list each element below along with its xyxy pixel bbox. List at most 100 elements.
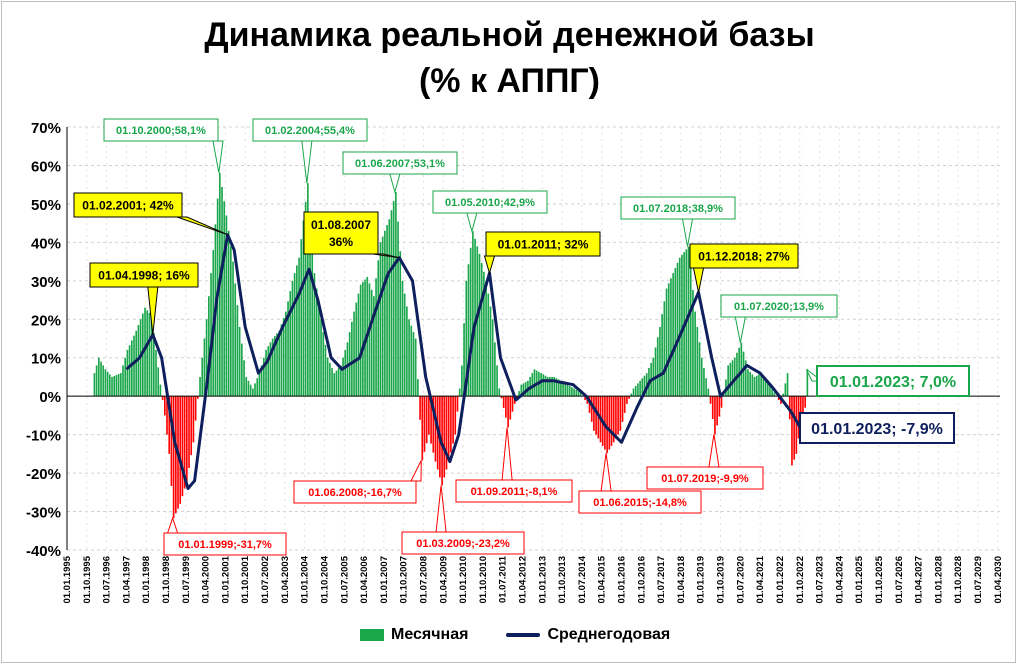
monthly-bar xyxy=(201,357,204,397)
x-tick-label: 01.07.2014 xyxy=(577,555,588,603)
x-tick-label: 01.10.2001 xyxy=(240,555,251,603)
monthly-bar xyxy=(326,357,329,397)
monthly-bar xyxy=(689,268,692,397)
monthly-bar xyxy=(309,213,311,397)
monthly-bar xyxy=(799,396,802,424)
monthly-bar xyxy=(749,371,751,397)
monthly-bar xyxy=(412,332,415,397)
monthly-bar xyxy=(386,225,388,397)
monthly-bar xyxy=(119,373,122,397)
monthly-bar xyxy=(511,396,514,412)
monthly-bar xyxy=(553,376,556,397)
monthly-bar xyxy=(170,396,173,486)
x-tick-label: 01.07.2020 xyxy=(735,556,746,604)
monthly-bar xyxy=(458,388,461,397)
monthly-bar xyxy=(311,243,314,397)
monthly-bar xyxy=(384,230,386,397)
x-tick-label: 01.01.2019 xyxy=(696,556,707,604)
annotation-label: 01.02.2004;55,4% xyxy=(265,125,355,137)
monthly-bar xyxy=(269,342,272,397)
chart-title-line1: Динамика реальной денежной базы xyxy=(204,16,815,54)
monthly-bar xyxy=(698,342,701,397)
monthly-bar xyxy=(777,396,780,401)
annotation-pointer xyxy=(301,140,313,184)
monthly-bar xyxy=(443,396,446,478)
monthly-bar xyxy=(337,367,340,397)
monthly-bar xyxy=(100,361,102,397)
x-tick-label: 01.04.2009 xyxy=(438,556,449,604)
monthly-bar xyxy=(227,230,230,397)
x-tick-label: 01.01.1998 xyxy=(141,556,152,604)
x-tick-label: 01.07.2005 xyxy=(339,555,350,603)
monthly-bar xyxy=(579,392,582,397)
monthly-bar xyxy=(241,343,243,397)
monthly-bar xyxy=(148,312,151,397)
monthly-bar xyxy=(595,396,597,435)
annotation-pointer xyxy=(692,267,705,293)
monthly-bar xyxy=(289,291,292,397)
monthly-bar xyxy=(230,246,232,397)
x-tick-label: 01.10.2010 xyxy=(478,556,489,604)
annotation-pointer xyxy=(501,427,513,481)
monthly-bar xyxy=(260,365,263,397)
monthly-bar xyxy=(469,247,472,397)
monthly-bar xyxy=(753,376,756,397)
monthly-bar xyxy=(551,376,553,397)
x-tick-label: 01.04.2015 xyxy=(597,555,608,603)
monthly-bar xyxy=(117,374,120,397)
monthly-bar xyxy=(733,357,736,397)
monthly-bar xyxy=(276,333,278,397)
x-tick-label: 01.04.2030 xyxy=(993,556,1004,604)
annotation-box xyxy=(293,480,417,504)
y-tick-label: -30% xyxy=(26,505,61,522)
monthly-bar xyxy=(355,302,358,397)
monthly-bar xyxy=(102,365,105,397)
monthly-bar xyxy=(630,393,633,397)
monthly-bar xyxy=(634,385,637,397)
monthly-bar xyxy=(562,382,564,397)
monthly-bar xyxy=(210,273,212,397)
x-tick-label: 01.07.1996 xyxy=(102,556,113,604)
monthly-bar xyxy=(491,319,494,397)
monthly-bar xyxy=(700,357,703,397)
annotation-box xyxy=(799,412,955,444)
monthly-bar xyxy=(256,378,259,397)
monthly-bar xyxy=(108,374,111,397)
monthly-bar xyxy=(692,289,694,397)
monthly-bar xyxy=(705,378,707,397)
monthly-bar xyxy=(637,383,639,397)
monthly-bar xyxy=(421,396,424,461)
monthly-bar xyxy=(247,380,250,397)
monthly-bar xyxy=(351,321,353,397)
legend-label-annual: Среднегодовая xyxy=(547,626,671,643)
monthly-bar xyxy=(445,396,448,470)
monthly-bar xyxy=(654,347,657,397)
monthly-bar xyxy=(797,396,800,439)
monthly-bar xyxy=(643,375,646,397)
monthly-bar xyxy=(784,383,787,397)
y-tick-label: 0% xyxy=(39,389,61,406)
monthly-bar xyxy=(786,373,789,397)
monthly-bar xyxy=(667,283,670,397)
monthly-bar xyxy=(590,396,593,422)
annotation-label: 01.05.2010;42,9% xyxy=(445,197,535,209)
monthly-bar xyxy=(661,314,663,397)
y-tick-label: 70% xyxy=(31,120,61,137)
monthly-bar xyxy=(254,383,256,397)
x-tick-label: 01.01.2010 xyxy=(458,556,469,604)
monthly-bar xyxy=(417,379,419,397)
monthly-bar xyxy=(419,396,421,420)
monthly-bar xyxy=(709,396,712,404)
y-tick-label: -10% xyxy=(26,428,61,445)
x-tick-label: 01.04.1997 xyxy=(121,556,132,604)
x-tick-label: 01.04.2027 xyxy=(914,556,925,604)
monthly-bar xyxy=(731,360,734,397)
annotation-box xyxy=(816,365,970,397)
monthly-bar xyxy=(395,191,397,397)
monthly-bar xyxy=(199,376,201,397)
monthly-bar xyxy=(375,278,377,397)
legend-item-monthly: Месячная xyxy=(360,626,468,644)
monthly-bar xyxy=(707,388,710,397)
annotation-label: 01.07.2019;-9,9% xyxy=(661,473,749,485)
